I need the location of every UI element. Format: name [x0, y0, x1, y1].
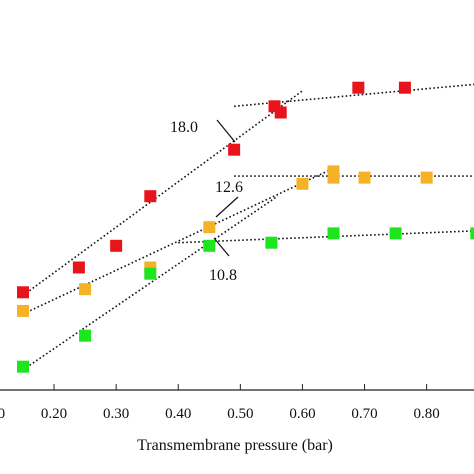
- x-tick-label: 0.30: [103, 406, 129, 422]
- annotation-label-1: 12.6: [215, 179, 243, 196]
- data-points: [17, 81, 474, 373]
- data-point-2-3: [203, 239, 216, 252]
- break-point-annotations: 18.0 12.6 10.8: [170, 119, 243, 284]
- annotation-label-0: 18.0: [170, 119, 198, 136]
- data-point-1-8: [420, 171, 433, 184]
- data-point-2-0: [17, 360, 29, 373]
- data-point-2-7: [470, 227, 474, 240]
- x-tick-label: 0.60: [289, 406, 315, 422]
- annotation-label-2: 10.8: [209, 267, 237, 284]
- data-point-1-1: [79, 283, 92, 296]
- trend-lines: [22, 83, 474, 371]
- x-tick-label: 0.40: [165, 406, 191, 422]
- trend-line-2-0: [22, 195, 279, 371]
- data-point-0-3: [144, 190, 157, 203]
- data-point-1-0: [17, 304, 29, 317]
- data-point-2-1: [79, 329, 92, 342]
- data-point-1-4: [296, 177, 309, 190]
- data-point-0-7: [352, 81, 365, 94]
- data-point-0-0: [17, 286, 29, 299]
- trend-line-2-1: [178, 230, 474, 244]
- data-point-0-4: [228, 143, 241, 156]
- x-axis-ticks: 0.10 0.20 0.30 0.40 0.50 0.60 0.70 0.80: [0, 384, 440, 422]
- data-point-0-2: [110, 239, 123, 252]
- x-tick-label: 0.70: [351, 406, 377, 422]
- data-point-2-6: [389, 227, 402, 240]
- annotation-leader-1: [215, 196, 239, 218]
- data-point-1-7: [358, 171, 371, 184]
- trend-line-0-1: [234, 83, 474, 108]
- data-point-1-6: [327, 171, 340, 184]
- x-tick-label: 0.80: [414, 406, 440, 422]
- data-point-1-3: [203, 221, 216, 234]
- x-tick-label: 0.20: [41, 406, 67, 422]
- data-point-0-1: [72, 261, 85, 274]
- annotation-leader-0: [216, 119, 236, 143]
- x-tick-label: 0.50: [227, 406, 253, 422]
- x-tick-label: 0.10: [0, 406, 5, 422]
- data-point-0-6: [274, 106, 287, 119]
- data-point-0-8: [398, 81, 411, 94]
- x-axis-title: Transmembrane pressure (bar): [137, 437, 333, 454]
- trend-line-0-0: [22, 90, 303, 297]
- data-point-2-2: [144, 267, 157, 280]
- trend-line-1-0: [22, 167, 334, 315]
- annotation-leader-2: [213, 237, 230, 257]
- data-point-2-5: [327, 227, 340, 240]
- data-point-2-4: [265, 236, 278, 249]
